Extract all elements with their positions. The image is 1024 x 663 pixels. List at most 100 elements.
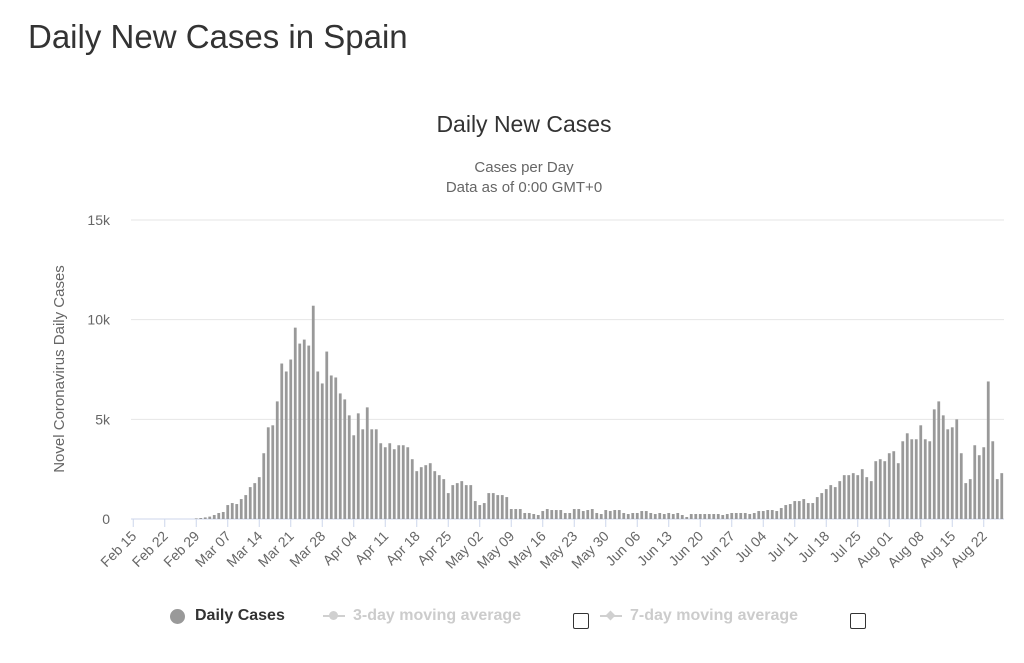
bar[interactable] bbox=[554, 510, 558, 519]
bar[interactable] bbox=[604, 510, 608, 519]
bar[interactable] bbox=[289, 359, 293, 519]
bar[interactable] bbox=[910, 439, 914, 519]
bar[interactable] bbox=[217, 513, 221, 519]
bar[interactable] bbox=[914, 439, 918, 519]
bar[interactable] bbox=[388, 443, 392, 519]
bar[interactable] bbox=[208, 516, 212, 519]
bar[interactable] bbox=[883, 461, 887, 519]
bar[interactable] bbox=[253, 483, 257, 519]
bar[interactable] bbox=[685, 517, 689, 519]
bar[interactable] bbox=[622, 513, 626, 519]
bar[interactable] bbox=[257, 477, 261, 519]
bar[interactable] bbox=[505, 497, 509, 519]
bar[interactable] bbox=[325, 351, 329, 519]
bar[interactable] bbox=[761, 511, 765, 519]
bar[interactable] bbox=[721, 515, 725, 519]
bar[interactable] bbox=[856, 475, 860, 519]
legend-item-daily-cases[interactable]: Daily Cases bbox=[170, 607, 285, 625]
bar[interactable] bbox=[455, 483, 459, 519]
bar[interactable] bbox=[923, 439, 927, 519]
bar[interactable] bbox=[568, 513, 572, 519]
bar[interactable] bbox=[608, 511, 612, 519]
bar[interactable] bbox=[671, 514, 675, 519]
bar[interactable] bbox=[878, 459, 882, 519]
bar[interactable] bbox=[829, 485, 833, 519]
bar[interactable] bbox=[716, 514, 720, 519]
bar[interactable] bbox=[743, 513, 747, 519]
bar[interactable] bbox=[424, 465, 428, 519]
bar[interactable] bbox=[307, 345, 311, 519]
bar[interactable] bbox=[284, 371, 288, 519]
bar[interactable] bbox=[941, 415, 945, 519]
bar[interactable] bbox=[991, 441, 995, 519]
bar[interactable] bbox=[536, 515, 540, 519]
bar[interactable] bbox=[334, 377, 338, 519]
bar[interactable] bbox=[802, 499, 806, 519]
bar[interactable] bbox=[275, 401, 279, 519]
bar[interactable] bbox=[419, 467, 423, 519]
bar[interactable] bbox=[433, 471, 437, 519]
bar[interactable] bbox=[244, 495, 248, 519]
bar[interactable] bbox=[851, 473, 855, 519]
bar[interactable] bbox=[698, 514, 702, 519]
bar[interactable] bbox=[815, 497, 819, 519]
bar[interactable] bbox=[779, 508, 783, 519]
bar[interactable] bbox=[293, 327, 297, 519]
legend-item-3-day-average[interactable]: 3-day moving average bbox=[323, 607, 521, 625]
bar[interactable] bbox=[428, 463, 432, 519]
bar[interactable] bbox=[572, 509, 576, 519]
bar[interactable] bbox=[703, 514, 707, 519]
bar[interactable] bbox=[478, 505, 482, 519]
bar[interactable] bbox=[748, 514, 752, 519]
bar[interactable] bbox=[401, 445, 405, 519]
bar[interactable] bbox=[725, 514, 729, 519]
bar[interactable] bbox=[811, 503, 815, 519]
bar[interactable] bbox=[757, 511, 761, 519]
bar[interactable] bbox=[550, 510, 554, 519]
bar[interactable] bbox=[775, 511, 779, 519]
bar[interactable] bbox=[464, 485, 468, 519]
bar[interactable] bbox=[514, 509, 518, 519]
bar[interactable] bbox=[784, 505, 788, 519]
bar[interactable] bbox=[905, 433, 909, 519]
bar[interactable] bbox=[415, 471, 419, 519]
bar[interactable] bbox=[442, 479, 446, 519]
bar[interactable] bbox=[937, 401, 941, 519]
bar[interactable] bbox=[1000, 473, 1004, 519]
bar[interactable] bbox=[532, 514, 536, 519]
bar[interactable] bbox=[235, 504, 239, 519]
bar[interactable] bbox=[343, 399, 347, 519]
bar[interactable] bbox=[874, 461, 878, 519]
bar[interactable] bbox=[374, 429, 378, 519]
bar[interactable] bbox=[397, 445, 401, 519]
bar[interactable] bbox=[541, 511, 545, 519]
bar[interactable] bbox=[406, 447, 410, 519]
bar[interactable] bbox=[527, 513, 531, 519]
bar[interactable] bbox=[919, 425, 923, 519]
bar[interactable] bbox=[797, 501, 801, 519]
checkbox-3-day-average[interactable] bbox=[573, 613, 589, 629]
bar[interactable] bbox=[437, 475, 441, 519]
bar[interactable] bbox=[712, 514, 716, 519]
bar[interactable] bbox=[509, 509, 513, 519]
bar[interactable] bbox=[860, 469, 864, 519]
bar[interactable] bbox=[523, 513, 527, 519]
bar[interactable] bbox=[365, 407, 369, 519]
bar[interactable] bbox=[212, 515, 216, 519]
bar[interactable] bbox=[248, 487, 252, 519]
bar[interactable] bbox=[770, 510, 774, 519]
bar[interactable] bbox=[901, 441, 905, 519]
bar[interactable] bbox=[352, 435, 356, 519]
bar[interactable] bbox=[239, 499, 243, 519]
bar[interactable] bbox=[689, 514, 693, 519]
bar[interactable] bbox=[311, 305, 315, 519]
bar[interactable] bbox=[869, 481, 873, 519]
bar[interactable] bbox=[262, 453, 266, 519]
bar[interactable] bbox=[887, 453, 891, 519]
bar[interactable] bbox=[347, 415, 351, 519]
bar[interactable] bbox=[559, 510, 563, 519]
bar[interactable] bbox=[221, 512, 225, 519]
bar[interactable] bbox=[955, 419, 959, 519]
bar[interactable] bbox=[271, 425, 275, 519]
bar[interactable] bbox=[833, 487, 837, 519]
